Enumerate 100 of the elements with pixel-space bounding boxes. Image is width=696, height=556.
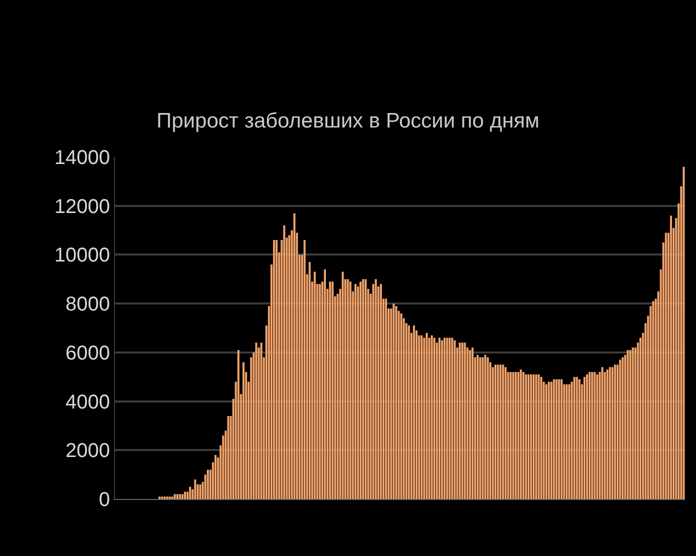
bar — [440, 340, 443, 499]
bar — [364, 279, 367, 499]
bar — [573, 376, 576, 499]
bar — [472, 348, 474, 499]
bar — [354, 284, 356, 499]
bar — [433, 338, 436, 499]
bar — [524, 374, 527, 499]
bar — [540, 376, 542, 499]
bar — [176, 494, 178, 499]
bar — [504, 367, 507, 499]
bar — [426, 332, 428, 499]
bar — [384, 298, 388, 499]
bar — [448, 338, 451, 499]
bar — [494, 364, 496, 499]
bar — [568, 384, 570, 499]
bar — [362, 279, 364, 499]
bar — [464, 342, 466, 499]
bar — [451, 338, 454, 499]
y-tick-label: 4000 — [66, 391, 110, 414]
bar — [555, 379, 558, 499]
bar — [545, 384, 548, 499]
bar — [486, 357, 489, 499]
bar — [510, 372, 512, 499]
bar — [308, 262, 311, 499]
bar — [601, 367, 604, 499]
bar — [594, 372, 596, 499]
bar — [174, 494, 176, 499]
bar — [454, 340, 456, 499]
bar — [304, 240, 306, 499]
bar — [276, 240, 278, 499]
bar — [527, 374, 530, 499]
bar — [400, 313, 402, 499]
bar — [484, 354, 486, 499]
bar — [517, 372, 520, 499]
bar — [446, 338, 448, 499]
bar — [237, 350, 240, 499]
bar — [293, 213, 296, 499]
bar — [461, 342, 464, 499]
bar — [664, 232, 667, 499]
bar — [482, 357, 484, 499]
bar — [314, 272, 316, 499]
bar — [550, 382, 552, 499]
bar — [476, 354, 479, 499]
bar — [458, 342, 461, 499]
bar — [380, 284, 382, 499]
bar — [596, 374, 598, 499]
bar — [194, 479, 196, 499]
bar — [626, 350, 629, 499]
bar — [184, 492, 186, 499]
bar — [255, 342, 258, 499]
y-tick-label: 2000 — [66, 440, 110, 462]
bar — [349, 282, 352, 499]
bar — [606, 370, 608, 499]
y-tick-label: 6000 — [66, 342, 110, 364]
bar — [535, 374, 538, 499]
bar — [468, 350, 471, 499]
bar — [566, 384, 568, 499]
bar — [260, 342, 262, 499]
bar — [682, 166, 685, 499]
bar — [332, 282, 334, 499]
bar — [178, 494, 181, 499]
bar — [342, 272, 344, 499]
bar — [324, 269, 326, 499]
bar — [588, 372, 591, 499]
bar — [670, 216, 672, 499]
bar — [558, 379, 560, 499]
bar — [329, 282, 332, 499]
y-tick-label: 14000 — [54, 147, 110, 169]
bar — [532, 374, 535, 499]
bar — [408, 326, 410, 499]
bar — [591, 372, 594, 499]
bar — [412, 326, 416, 499]
bar — [608, 367, 611, 499]
bar — [611, 367, 614, 499]
bar — [502, 364, 504, 499]
y-tick-label: 12000 — [54, 196, 110, 218]
bar — [530, 374, 532, 499]
bar — [522, 372, 524, 499]
bar — [500, 364, 502, 499]
bar — [552, 379, 555, 499]
bar — [586, 374, 588, 499]
bar — [420, 335, 423, 499]
bar — [318, 284, 321, 499]
bar — [538, 374, 540, 499]
bar — [214, 455, 217, 499]
bar — [199, 484, 202, 499]
bar — [227, 416, 230, 499]
bar — [614, 364, 616, 499]
bar — [242, 362, 245, 499]
bar — [632, 348, 634, 499]
y-tick-label: 8000 — [66, 294, 110, 316]
bar — [652, 301, 654, 499]
bar — [512, 372, 514, 499]
bar — [578, 379, 580, 499]
bar — [346, 279, 349, 499]
bar — [206, 470, 209, 499]
bar — [514, 372, 517, 499]
y-tick-label: 0 — [98, 489, 110, 511]
bar — [374, 279, 377, 499]
bar — [622, 357, 624, 499]
